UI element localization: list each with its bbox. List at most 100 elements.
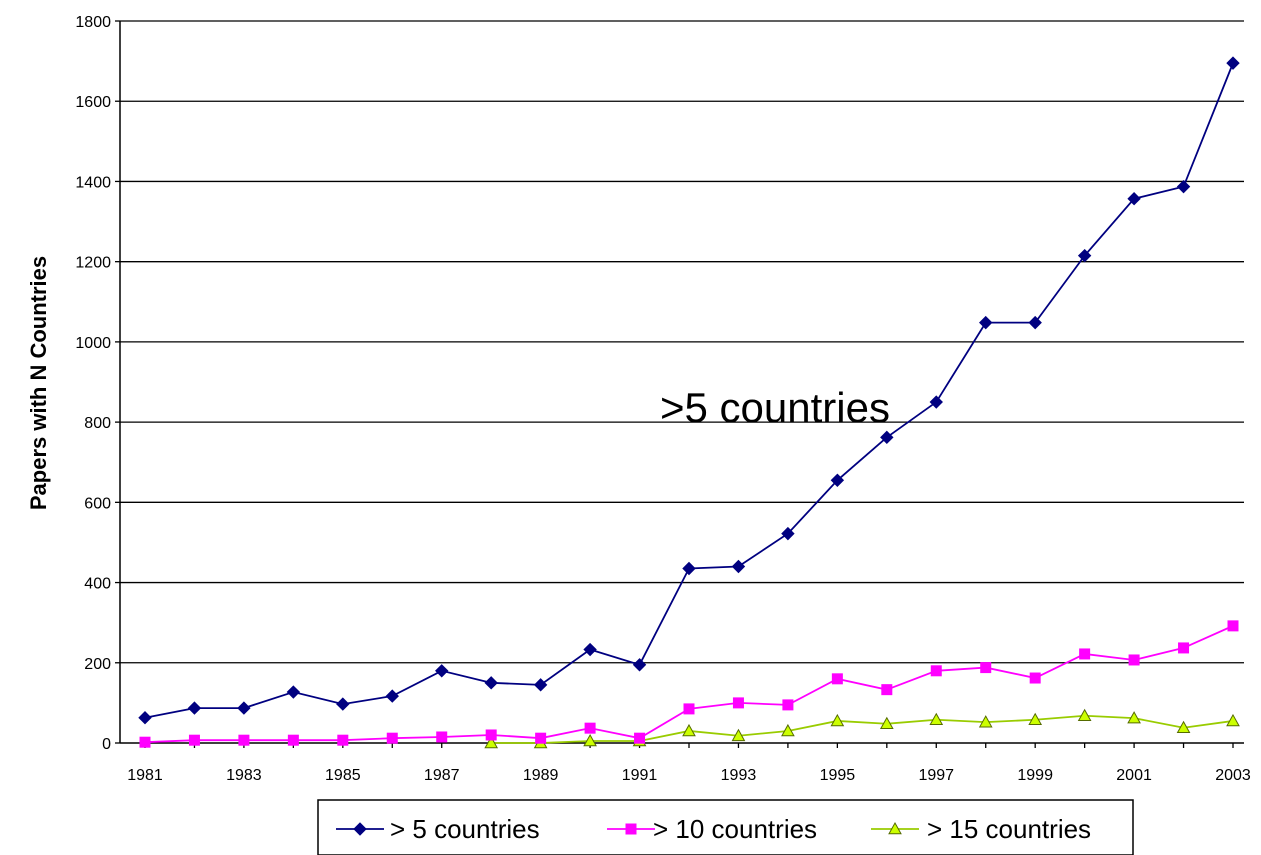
data-point [782,699,794,711]
data-point [1079,648,1091,660]
series-0 [138,56,1240,725]
data-point [1226,713,1240,727]
series-2 [484,708,1240,749]
y-tick-label: 1000 [75,335,111,352]
x-axis-ticks: 1981 1983 1985 1987 1989 1991 1993 1995 1997 1999… [127,743,1251,784]
data-point [929,395,943,409]
data-point [1127,711,1141,724]
legend-box [317,799,1134,855]
legend-entry: > 10 countries [607,814,817,844]
series-group [138,56,1240,749]
data-point [731,728,746,742]
data-point [1176,720,1191,734]
legend-entry: > 15 countries [871,814,1091,844]
x-tick-label: 1997 [918,767,954,784]
data-point [1226,56,1240,70]
data-point [584,722,596,734]
y-tick-label: 1400 [75,174,111,191]
x-tick-label: 1999 [1017,767,1053,784]
data-point [781,723,795,737]
data-point [583,733,597,747]
grid-lines [120,20,1244,664]
data-point [385,689,399,703]
data-point [929,712,944,726]
data-point [1227,620,1239,632]
data-point [1029,672,1041,684]
data-point [1128,654,1140,666]
y-tick-label: 200 [84,656,111,673]
data-point [1077,248,1092,263]
axes [119,21,1244,744]
data-point [533,678,548,692]
data-point [682,723,696,737]
data-point [484,735,499,749]
data-point [880,430,894,445]
x-tick-label: 1995 [820,767,856,784]
x-tick-label: 1991 [622,767,658,784]
data-point [930,665,942,677]
series-line [491,714,1234,744]
y-tick-label: 400 [84,576,111,593]
data-point [732,697,744,709]
data-point [188,734,200,746]
data-point [238,734,250,746]
data-point [781,526,795,541]
data-point [138,711,152,725]
y-axis-label: Papers with N Countries [26,256,51,510]
data-point [1178,642,1190,654]
data-point [979,315,993,330]
data-point [1028,712,1043,726]
data-point [237,701,251,715]
data-point [386,732,398,744]
legend-marker [353,822,367,836]
y-axis-ticks: 0 200 400 600 800 1000 1200 1400 1600 1800 [75,14,120,753]
y-tick-label: 800 [84,415,111,432]
data-point [484,676,498,690]
data-point [881,684,893,696]
data-point [980,662,992,674]
data-point [583,642,597,657]
legend-label: > 10 countries [653,814,817,844]
data-point [436,731,448,743]
data-point [336,697,350,711]
legend-label: > 15 countries [927,814,1091,844]
x-tick-label: 1981 [127,767,163,784]
y-tick-label: 1200 [75,255,111,272]
x-tick-label: 1987 [424,767,460,784]
data-point [831,673,843,685]
y-tick-label: 1600 [75,94,111,111]
data-point [731,559,746,574]
data-point [1176,179,1191,194]
data-point [187,701,202,715]
y-tick-label: 1800 [75,14,111,31]
data-point [682,561,696,576]
legend: > 5 countries > 10 countries > 15 countrie… [317,799,1134,855]
series-1 [139,620,1239,748]
data-point [485,729,497,741]
legend-label: > 5 countries [390,814,540,844]
data-point [287,734,299,746]
data-point [632,658,647,672]
x-tick-label: 1993 [721,767,757,784]
data-point [634,732,646,744]
series-annotation: >5 countries [660,384,890,431]
x-tick-label: 2001 [1116,767,1152,784]
data-point [337,734,349,746]
x-tick-label: 1989 [523,767,559,784]
legend-entry: > 5 countries [336,814,540,844]
x-tick-label: 1983 [226,767,262,784]
y-tick-label: 0 [102,736,111,753]
legend-marker [625,823,637,835]
data-point [1127,191,1141,206]
data-point [978,715,993,728]
data-point [830,713,845,727]
legend-marker [888,821,902,835]
data-point [879,716,894,730]
data-point [683,703,695,715]
data-point [286,685,301,699]
data-point [435,664,449,678]
data-point [535,732,547,744]
y-tick-label: 600 [84,495,111,512]
data-point [1077,708,1092,722]
